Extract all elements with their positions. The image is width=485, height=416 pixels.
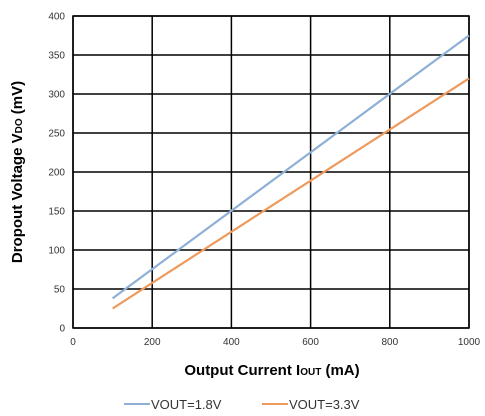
series-line xyxy=(111,34,470,300)
x-tick-label: 600 xyxy=(302,337,319,348)
y-tick-labels: 0 50 100 150 200 250 300 350 400 xyxy=(48,12,65,335)
legend-label: VOUT=1.8V xyxy=(151,397,222,412)
x-tick-label: 0 xyxy=(70,337,76,348)
grid xyxy=(72,15,470,329)
y-tick-label: 0 xyxy=(59,324,65,335)
x-axis-title: Output Current IOUT (mA) xyxy=(184,362,359,379)
x-tick-label: 1000 xyxy=(458,337,481,348)
y-tick-label: 350 xyxy=(48,51,65,62)
x-tick-labels: 0 200 400 600 800 1000 xyxy=(70,337,480,348)
legend-label: VOUT=3.3V xyxy=(289,397,360,412)
x-tick-label: 400 xyxy=(223,337,240,348)
y-tick-label: 200 xyxy=(48,168,65,179)
legend: VOUT=1.8V VOUT=3.3V xyxy=(124,397,360,412)
series-lines xyxy=(111,34,470,310)
x-tick-label: 800 xyxy=(381,337,398,348)
y-tick-label: 100 xyxy=(48,246,65,257)
y-tick-label: 400 xyxy=(48,12,65,23)
series-line xyxy=(112,77,470,310)
y-tick-label: 250 xyxy=(48,129,65,140)
y-tick-label: 150 xyxy=(48,207,65,218)
y-axis-title: Dropout Voltage VDO (mV) xyxy=(9,81,26,263)
x-tick-label: 200 xyxy=(144,337,161,348)
y-tick-label: 300 xyxy=(48,90,65,101)
y-tick-label: 50 xyxy=(54,285,66,296)
